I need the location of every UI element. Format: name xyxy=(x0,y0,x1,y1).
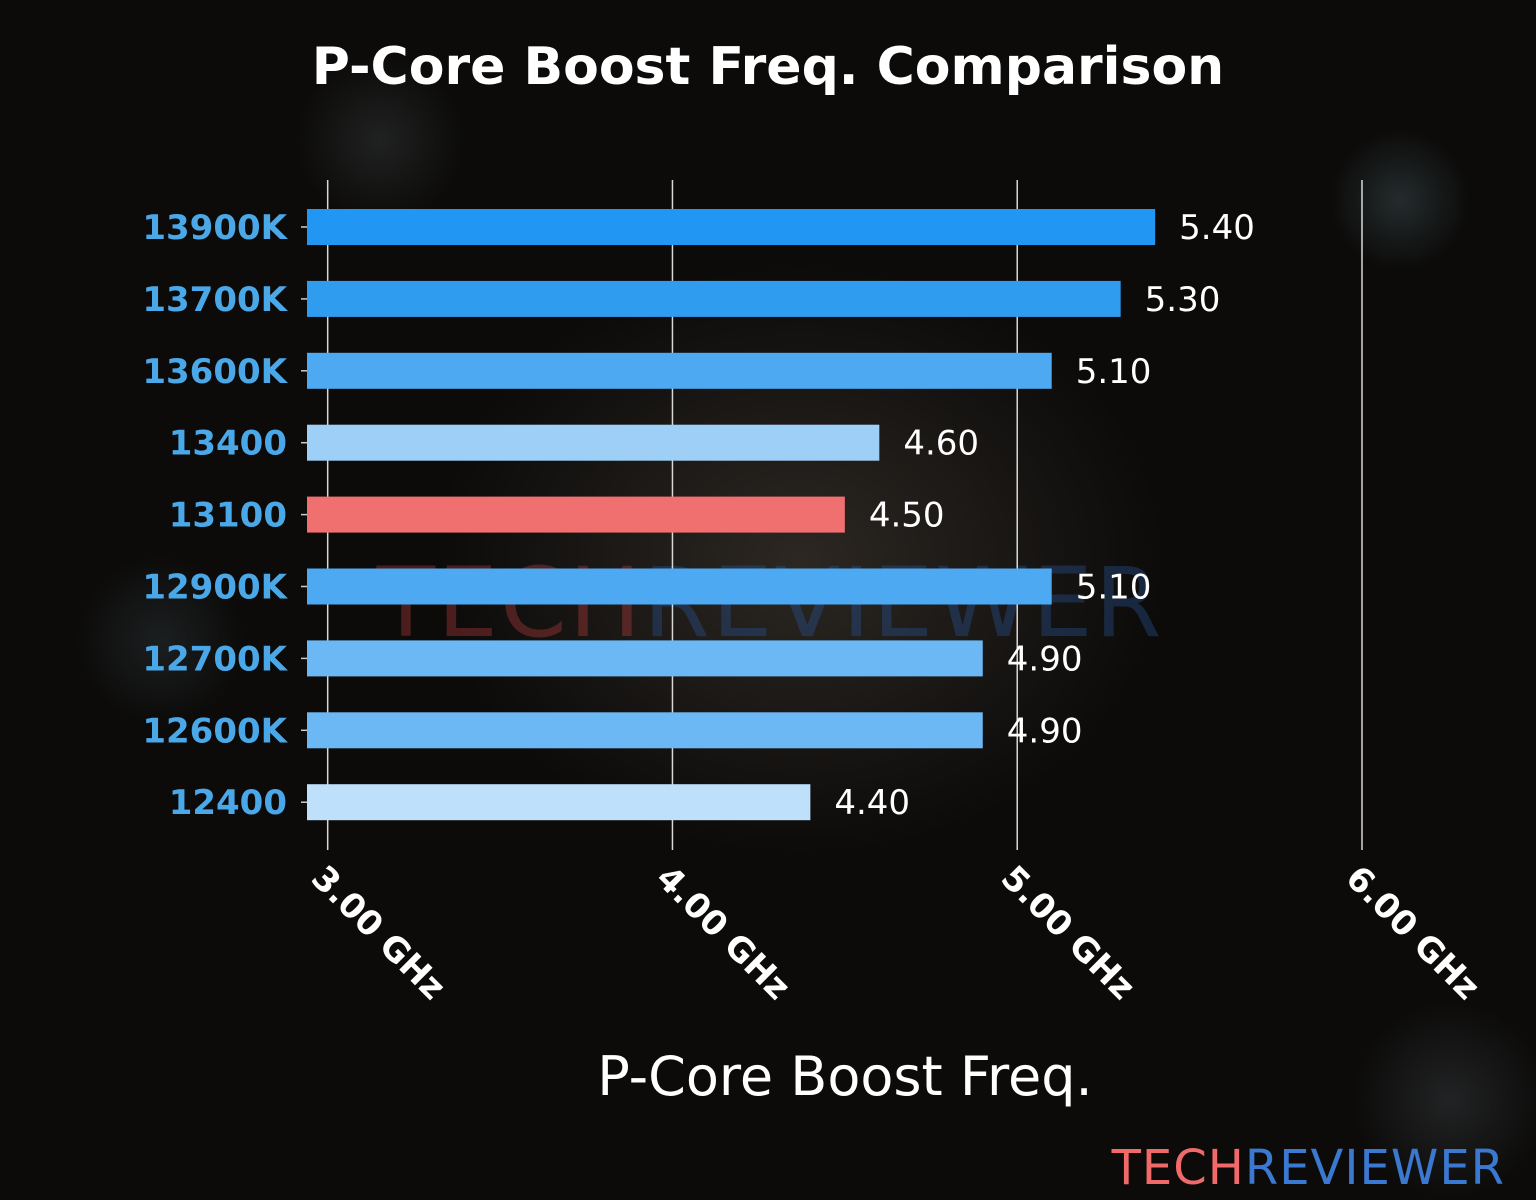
bar xyxy=(307,568,1052,605)
x-tick-label: 4.00 GHz xyxy=(648,858,798,1008)
category-label: 13600K xyxy=(142,352,288,392)
value-label: 4.50 xyxy=(869,496,945,536)
bar xyxy=(307,496,845,533)
category-label: 12900K xyxy=(142,568,288,608)
x-axis-label: P-Core Boost Freq. xyxy=(597,1045,1092,1108)
bar xyxy=(307,424,880,461)
bar xyxy=(307,640,983,677)
bar xyxy=(307,352,1052,389)
value-label: 4.40 xyxy=(834,783,910,823)
x-tick-label: 3.00 GHz xyxy=(303,858,453,1008)
x-tick-label: 6.00 GHz xyxy=(1338,858,1488,1008)
category-label: 12700K xyxy=(142,639,288,679)
category-label: 13100 xyxy=(169,496,287,536)
logo-tech: TECH xyxy=(1111,1140,1245,1196)
bar xyxy=(307,209,1156,245)
category-label: 12600K xyxy=(142,711,288,751)
value-label: 5.10 xyxy=(1076,568,1152,608)
value-label: 5.40 xyxy=(1179,208,1255,248)
category-label: 13400 xyxy=(169,424,287,464)
chart-title: P-Core Boost Freq. Comparison xyxy=(312,37,1224,97)
category-label: 13700K xyxy=(142,280,288,320)
category-label: 12400 xyxy=(169,783,287,823)
category-label: 13900K xyxy=(142,208,288,248)
logo-reviewer: REVIEWER xyxy=(1245,1140,1505,1196)
logo: TECHREVIEWER xyxy=(1111,1140,1505,1196)
bar xyxy=(307,712,983,749)
value-label: 4.60 xyxy=(903,424,979,464)
bar xyxy=(307,784,811,821)
value-label: 5.10 xyxy=(1076,352,1152,392)
bar xyxy=(307,280,1121,317)
value-label: 4.90 xyxy=(1007,639,1083,679)
x-tick-label: 5.00 GHz xyxy=(993,858,1143,1008)
value-label: 4.90 xyxy=(1007,711,1083,751)
value-label: 5.30 xyxy=(1145,280,1221,320)
